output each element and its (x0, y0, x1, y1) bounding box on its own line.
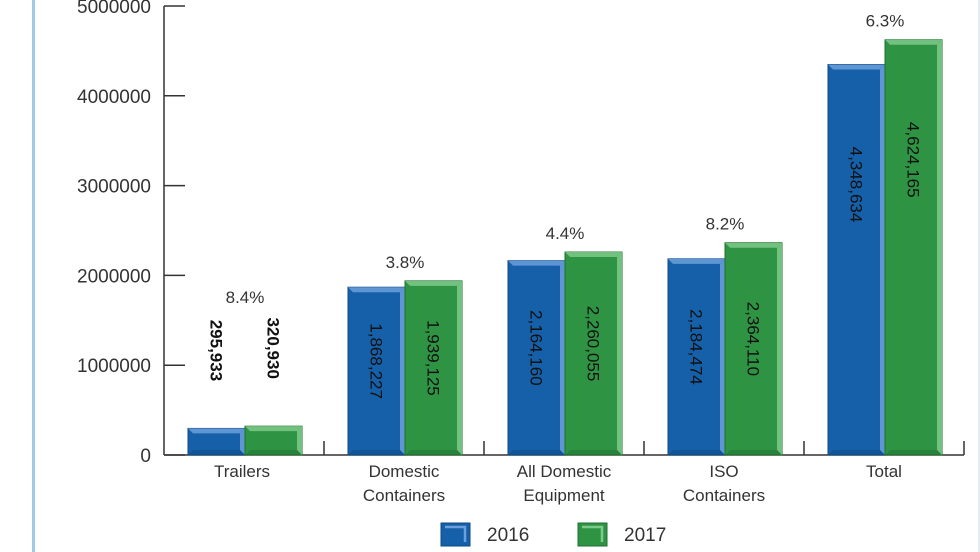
legend-item-2017: 2017 (577, 522, 666, 547)
y-tick-label: 5000000 (77, 0, 151, 18)
legend-swatch-bevel (445, 525, 467, 542)
bar-bevel-right (880, 64, 885, 455)
bar-bevel-bottom (668, 450, 725, 455)
bar-bevel-top (565, 252, 622, 258)
bars (187, 39, 943, 456)
bar-bevel-right (937, 39, 942, 455)
bar-value-label: 4,624,165 (904, 122, 923, 198)
category-label: Containers (683, 486, 765, 505)
bar-bevel-top (508, 260, 565, 266)
percent-change-label: 8.4% (226, 288, 265, 307)
bar-bevel-top (245, 426, 302, 432)
category-label: Total (866, 462, 902, 481)
bar-2017 (724, 242, 783, 456)
y-tick-label: 1000000 (77, 356, 151, 377)
bar-2017 (244, 425, 303, 456)
bar-value-label: 1,868,227 (367, 323, 386, 399)
bar-bevel-top (668, 258, 725, 264)
category-label: All Domestic (517, 462, 612, 481)
legend-swatch (577, 522, 608, 547)
category-label: ISO (709, 462, 738, 481)
percent-change-label: 4.4% (546, 224, 585, 243)
percent-change-label: 6.3% (866, 12, 905, 31)
bar-bevel-right (720, 258, 725, 455)
bar-2016 (187, 427, 246, 456)
legend-swatch-bevel (582, 525, 604, 542)
bar-value-label: 1,939,125 (424, 320, 443, 396)
bar-2017 (404, 280, 463, 456)
bar-body (507, 260, 566, 456)
bar-bevel-bottom (565, 450, 622, 455)
bar-bevel-right (617, 252, 622, 455)
bar-bevel-right (400, 287, 405, 455)
bar-body (564, 251, 623, 456)
labels: 295,933 320,930 8.4% Trailers 1,868,227 1,939… (207, 12, 923, 505)
bar-body (667, 258, 726, 456)
bar-bevel-right (240, 428, 245, 455)
legend: 2016 2017 (440, 522, 666, 547)
legend-label: 2016 (487, 525, 529, 546)
bar-bevel-top (828, 64, 885, 70)
bar-value-label: 295,933 (207, 320, 226, 381)
legend-item-2016: 2016 (440, 522, 529, 547)
bar-value-label: 2,260,055 (584, 306, 603, 382)
bar-bevel-bottom (348, 450, 405, 455)
bar-bevel-bottom (885, 450, 942, 455)
bar-bevel-top (725, 242, 782, 248)
bar-bevel-right (457, 280, 462, 455)
bar-value-label: 2,184,474 (687, 309, 706, 385)
bar-2016 (827, 63, 886, 456)
bar-bevel-bottom (725, 450, 782, 455)
bar-value-label: 2,364,110 (744, 302, 763, 376)
right-border-line (978, 0, 980, 552)
y-tick-label: 4000000 (77, 87, 151, 108)
left-border-line (32, 0, 35, 552)
bar-2017 (884, 39, 943, 456)
bar-bevel-top (405, 280, 462, 286)
bar-bevel-top (885, 39, 942, 45)
legend-swatch (440, 522, 471, 547)
bar-2016 (507, 260, 566, 456)
bar-body (884, 39, 943, 456)
category-label: Domestic (369, 462, 440, 481)
bar-value-label: 2,164,160 (527, 310, 546, 386)
bar-value-label: 4,348,634 (847, 147, 866, 223)
percent-change-label: 8.2% (706, 215, 745, 234)
bar-value-label: 320,930 (264, 317, 283, 378)
legend-label: 2017 (624, 525, 666, 546)
bar-body (827, 63, 886, 456)
percent-change-label: 3.8% (386, 253, 425, 272)
bar-2016 (347, 286, 406, 456)
bar-bevel-bottom (188, 450, 245, 455)
bar-bevel-right (560, 260, 565, 455)
bar-2016 (667, 258, 726, 456)
category-label: Equipment (523, 486, 605, 505)
bar-bevel-bottom (405, 450, 462, 455)
bar-bevel-right (297, 426, 302, 455)
bar-bevel-top (348, 287, 405, 293)
category-label: Trailers (214, 462, 270, 481)
y-tick-label: 0 (140, 446, 151, 467)
y-tick-label: 3000000 (77, 177, 151, 198)
bar-bevel-bottom (245, 450, 302, 455)
bar-bevel-bottom (508, 450, 565, 455)
bar-bevel-right (777, 242, 782, 455)
bar-2017 (564, 251, 623, 456)
bar-bevel-top (188, 428, 245, 434)
y-tick-label: 2000000 (77, 266, 151, 287)
category-label: Containers (363, 486, 445, 505)
bar-bevel-bottom (828, 450, 885, 455)
